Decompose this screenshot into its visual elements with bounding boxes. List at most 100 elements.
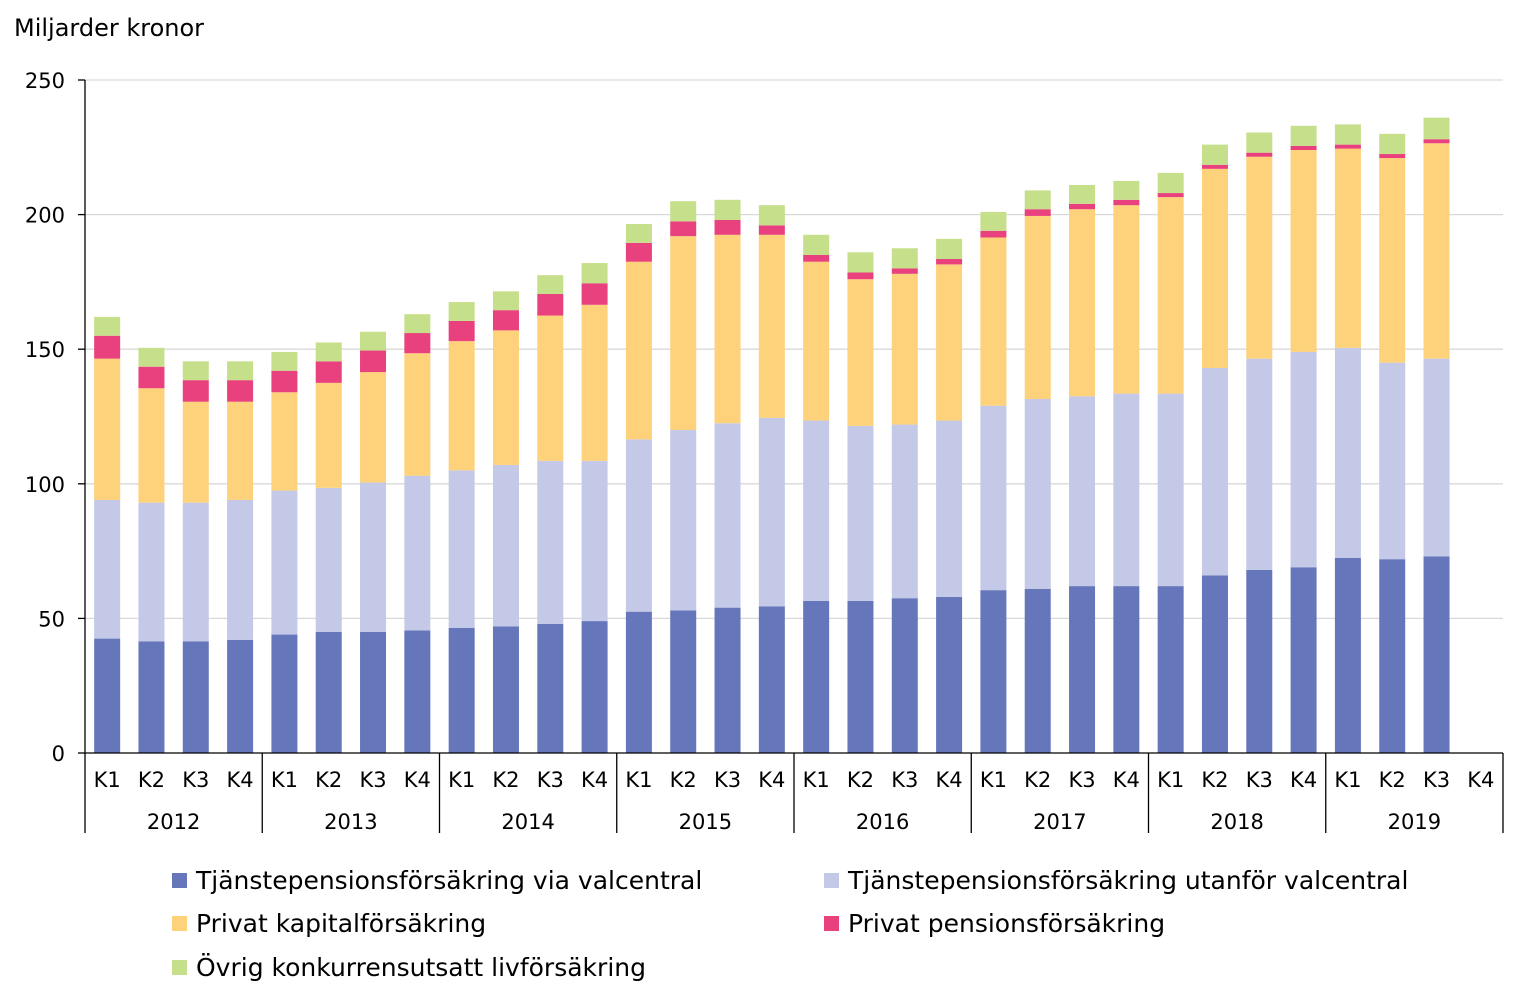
- x-tick-label-quarter: K1: [94, 768, 121, 792]
- bar-segment-series-1: [758, 417, 785, 607]
- bar-segment-series-0: [94, 638, 121, 753]
- gridlines: [85, 79, 1503, 620]
- bar-segment-series-2: [360, 372, 387, 483]
- bar-segment-series-3: [803, 254, 830, 262]
- bar-segment-series-2: [271, 392, 298, 491]
- bar-segment-series-2: [847, 279, 874, 426]
- bars: [94, 117, 1450, 753]
- y-tick-label: 100: [25, 473, 65, 497]
- x-tick-label-quarter: K1: [1334, 768, 1361, 792]
- bar-segment-series-4: [1157, 172, 1184, 194]
- x-tick-label-quarter: K4: [1113, 768, 1140, 792]
- bar-segment-series-0: [847, 600, 874, 753]
- bar-segment-series-1: [138, 502, 165, 642]
- y-tick-label: 250: [25, 69, 65, 93]
- bar-segment-series-4: [847, 252, 874, 273]
- x-group-label-year: 2016: [856, 810, 909, 834]
- bar-segment-series-3: [1069, 203, 1096, 210]
- x-group-label-year: 2013: [324, 810, 377, 834]
- x-tick-label-quarter: K2: [847, 768, 874, 792]
- bar-segment-series-1: [581, 460, 608, 622]
- bar-segment-series-4: [891, 248, 918, 269]
- bar-segment-series-4: [448, 302, 475, 321]
- bar-segment-series-1: [404, 475, 431, 631]
- bar-segment-series-0: [803, 600, 830, 753]
- bar-segment-series-2: [1069, 209, 1096, 397]
- bar-segment-series-1: [182, 502, 209, 642]
- bar-segment-series-0: [758, 606, 785, 753]
- bar-segment-series-4: [315, 342, 342, 362]
- bar-segment-series-4: [980, 211, 1007, 231]
- bar-segment-series-2: [315, 382, 342, 488]
- bar-segment-series-0: [1290, 567, 1317, 753]
- bar-segment-series-1: [1423, 358, 1450, 557]
- bar-segment-series-1: [94, 499, 121, 639]
- bar-segment-series-4: [138, 347, 165, 367]
- bar-segment-series-3: [1201, 164, 1228, 169]
- bar-segment-series-1: [315, 487, 342, 632]
- x-tick-label-quarter: K1: [980, 768, 1007, 792]
- bar-segment-series-3: [1334, 144, 1361, 149]
- x-tick-label-quarter: K2: [1379, 768, 1406, 792]
- bar-segment-series-3: [94, 335, 121, 359]
- bar-segment-series-3: [271, 370, 298, 393]
- bar-segment-series-3: [670, 221, 697, 237]
- bar-segment-series-4: [758, 205, 785, 226]
- bar-segment-series-3: [448, 320, 475, 342]
- bar-segment-series-1: [360, 482, 387, 632]
- bar-segment-series-3: [1379, 154, 1406, 159]
- bar-segment-series-2: [448, 341, 475, 471]
- x-tick-label-quarter: K4: [404, 768, 431, 792]
- bar-segment-series-4: [1201, 144, 1228, 165]
- bar-segment-series-1: [625, 439, 652, 612]
- bar-segment-series-3: [980, 230, 1007, 238]
- bar-segment-series-1: [980, 405, 1007, 591]
- bar-segment-series-1: [1157, 393, 1184, 587]
- bar-segment-series-0: [1113, 586, 1140, 753]
- bar-segment-series-1: [1069, 396, 1096, 587]
- bar-segment-series-4: [492, 291, 519, 311]
- bar-segment-series-0: [404, 630, 431, 753]
- bar-segment-series-2: [803, 261, 830, 421]
- bar-segment-series-0: [360, 631, 387, 753]
- x-tick-label-quarter: K4: [758, 768, 785, 792]
- x-tick-label-quarter: K3: [891, 768, 918, 792]
- bar-segment-series-0: [891, 598, 918, 753]
- bar-segment-series-3: [315, 361, 342, 383]
- bar-segment-series-2: [1157, 197, 1184, 394]
- axes: 0 50 100 150 200 250 K1 K2 K3 K4 K1 K2 K3 K4 K1 K2 K3 K4 K…: [25, 69, 1504, 834]
- bar-segment-series-3: [182, 380, 209, 402]
- bar-segment-series-4: [94, 316, 121, 336]
- bar-segment-series-1: [448, 470, 475, 628]
- bar-segment-series-1: [1379, 362, 1406, 560]
- bar-segment-series-3: [1246, 152, 1273, 157]
- x-tick-label-quarter: K2: [1201, 768, 1228, 792]
- x-tick-label-quarter: K2: [138, 768, 165, 792]
- bar-segment-series-1: [1113, 393, 1140, 587]
- x-tick-label-quarter: K3: [714, 768, 741, 792]
- bar-segment-series-4: [1246, 132, 1273, 153]
- bar-segment-series-0: [182, 641, 209, 753]
- x-group-label-year: 2019: [1388, 810, 1441, 834]
- bar-segment-series-4: [271, 351, 298, 371]
- bar-segment-series-0: [1024, 588, 1051, 753]
- bar-segment-series-2: [581, 304, 608, 461]
- bar-segment-series-0: [227, 639, 254, 753]
- y-axis-unit-label: Miljarder kronor: [14, 14, 205, 42]
- bar-segment-series-2: [404, 353, 431, 476]
- bar-segment-series-0: [1379, 559, 1406, 753]
- x-tick-label-quarter: K4: [936, 768, 963, 792]
- bar-segment-series-0: [537, 623, 564, 753]
- bar-segment-series-1: [227, 499, 254, 640]
- x-tick-label-quarter: K3: [1423, 768, 1450, 792]
- bar-segment-series-1: [670, 429, 697, 611]
- bar-segment-series-1: [1246, 358, 1273, 570]
- bar-segment-series-0: [1069, 586, 1096, 753]
- bar-segment-series-2: [625, 261, 652, 440]
- bar-segment-series-0: [1246, 569, 1273, 753]
- bar-segment-series-3: [581, 283, 608, 305]
- bar-segment-series-4: [1423, 117, 1450, 140]
- bar-segment-series-2: [891, 273, 918, 425]
- bar-segment-series-2: [1334, 148, 1361, 348]
- bar-segment-series-0: [271, 634, 298, 753]
